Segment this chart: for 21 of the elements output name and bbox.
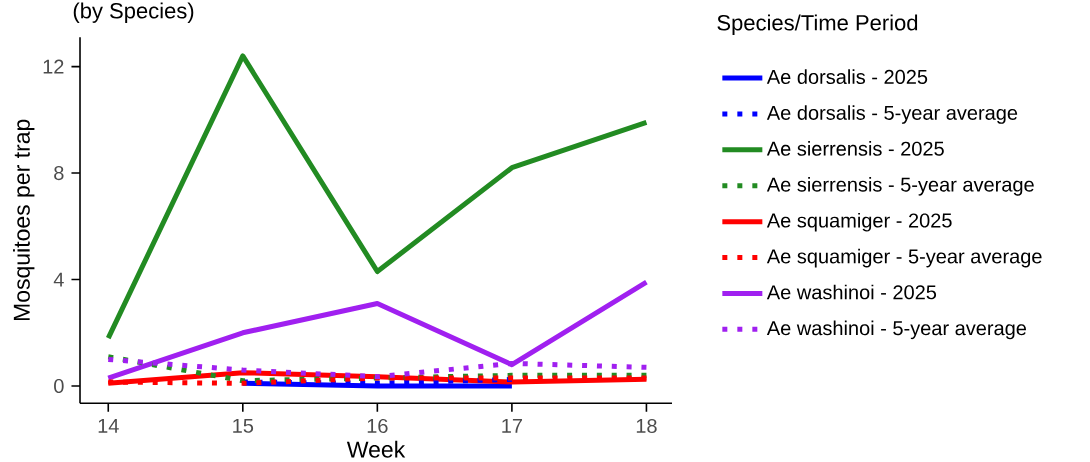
legend-label: Ae squamiger - 5-year average [766, 248, 1042, 268]
legend-label: Ae squamiger - 2025 [766, 212, 952, 232]
legend-label: Ae sierrensis - 5-year average [766, 177, 1034, 196]
chart-subtitle: (by Species) [73, 2, 194, 23]
x-tick-label: 15 [233, 418, 254, 433]
y-tick-label: 12 [43, 59, 64, 74]
legend-title: Species/Time Period [717, 14, 918, 35]
x-axis-title: Week [346, 440, 406, 458]
x-tick-label: 18 [636, 418, 657, 434]
legend-label: Ae washinoi - 5-year average [766, 320, 1027, 340]
y-tick-label: 8 [54, 165, 64, 181]
legend-label: Ae dorsalis - 2025 [766, 69, 928, 85]
x-tick-label: 17 [502, 418, 523, 433]
y-axis-title: Mosquitoes per trap [13, 119, 35, 321]
legend-label: Ae sierrensis - 2025 [766, 141, 944, 156]
legend-label: Ae washinoi - 2025 [766, 284, 937, 300]
y-tick-label: 4 [53, 272, 64, 287]
x-tick-label: 14 [98, 418, 119, 433]
y-tick-label: 0 [54, 378, 64, 394]
x-tick-label: 16 [367, 418, 388, 434]
legend-label: Ae dorsalis - 5-year average [766, 105, 1018, 124]
